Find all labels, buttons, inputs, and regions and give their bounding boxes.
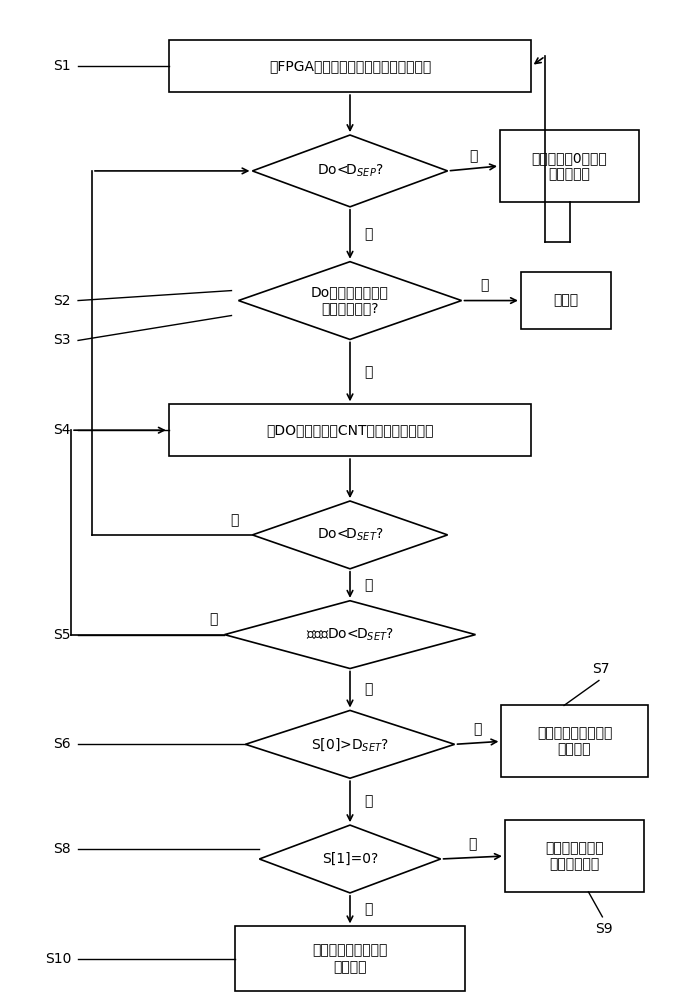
- Text: S9: S9: [596, 922, 613, 936]
- Text: 是: 是: [468, 837, 477, 851]
- Text: 大电流，采用一
点采样法计算: 大电流，采用一 点采样法计算: [545, 841, 604, 871]
- Text: 否: 否: [470, 149, 478, 163]
- Text: S1: S1: [53, 59, 71, 73]
- Text: S2: S2: [54, 294, 71, 308]
- Text: 是: 是: [474, 722, 482, 736]
- Text: S6: S6: [53, 737, 71, 751]
- Text: 是: 是: [364, 227, 372, 241]
- Text: 是: 是: [480, 279, 489, 293]
- Text: S7: S7: [592, 662, 610, 676]
- FancyBboxPatch shape: [500, 130, 639, 202]
- Text: Do等于上一时刻寄
存器记录的值?: Do等于上一时刻寄 存器记录的值?: [311, 285, 389, 316]
- FancyBboxPatch shape: [235, 926, 465, 991]
- Text: 否: 否: [364, 903, 372, 917]
- Text: S10: S10: [45, 952, 71, 966]
- Text: 否: 否: [364, 365, 372, 379]
- Text: 第一次Do<D$_{SET}$?: 第一次Do<D$_{SET}$?: [306, 626, 394, 643]
- Text: 将DO和计数次数CNT分别存储于寄存器: 将DO和计数次数CNT分别存储于寄存器: [266, 423, 434, 437]
- Text: S8: S8: [53, 842, 71, 856]
- Text: 是: 是: [364, 578, 372, 592]
- Text: S[0]>D$_{SET}$?: S[0]>D$_{SET}$?: [311, 736, 389, 753]
- Text: 否: 否: [364, 682, 372, 696]
- Text: S[1]=0?: S[1]=0?: [322, 852, 378, 866]
- Text: 否: 否: [230, 513, 239, 527]
- Text: S3: S3: [54, 333, 71, 347]
- Text: 大电流，采用二点采
样法计算: 大电流，采用二点采 样法计算: [312, 944, 388, 974]
- FancyBboxPatch shape: [505, 820, 644, 892]
- Text: 在FPGA内部设置一计数器和两个寄存器: 在FPGA内部设置一计数器和两个寄存器: [269, 59, 431, 73]
- Polygon shape: [253, 501, 447, 569]
- Text: S5: S5: [54, 628, 71, 642]
- FancyBboxPatch shape: [521, 272, 612, 329]
- Polygon shape: [260, 825, 440, 893]
- Text: 小电流，采用二点采
样法计算: 小电流，采用二点采 样法计算: [537, 726, 612, 756]
- Text: Do<D$_{SEP}$?: Do<D$_{SEP}$?: [316, 163, 384, 179]
- Polygon shape: [225, 601, 475, 669]
- Polygon shape: [253, 135, 447, 207]
- FancyBboxPatch shape: [169, 40, 531, 92]
- Text: 不操作: 不操作: [554, 294, 579, 308]
- FancyBboxPatch shape: [169, 404, 531, 456]
- Text: Do<D$_{SET}$?: Do<D$_{SET}$?: [316, 527, 384, 543]
- Text: S4: S4: [54, 423, 71, 437]
- FancyBboxPatch shape: [501, 705, 648, 777]
- Polygon shape: [239, 262, 461, 339]
- Text: 否: 否: [364, 795, 372, 809]
- Text: 复位信号置0，积分
器开始积分: 复位信号置0，积分 器开始积分: [532, 151, 608, 181]
- Text: 是: 是: [209, 613, 218, 627]
- Polygon shape: [246, 710, 454, 778]
